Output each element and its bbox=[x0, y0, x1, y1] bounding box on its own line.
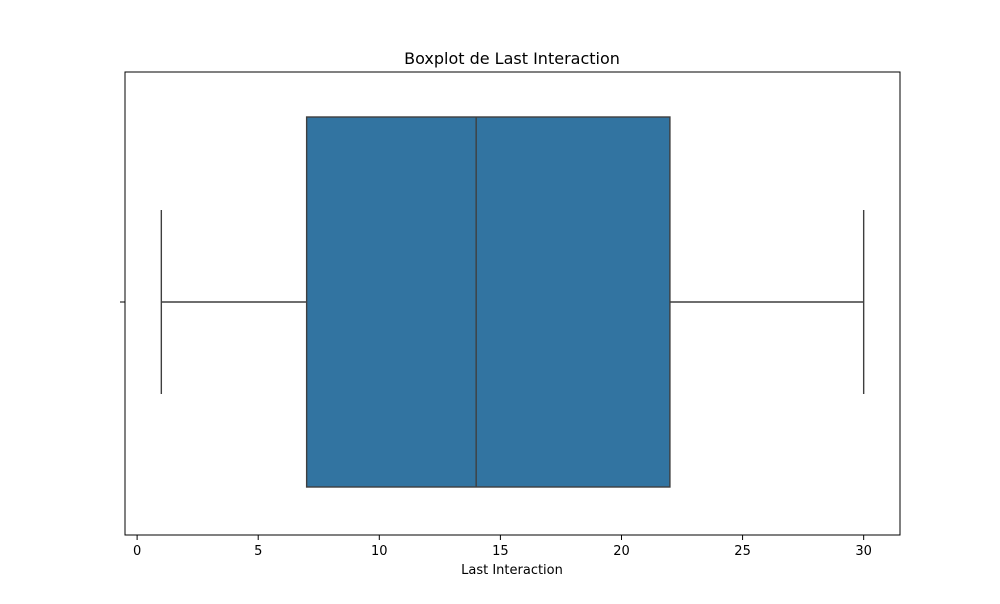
x-tick-label: 0 bbox=[133, 544, 141, 559]
x-axis: 0 5 10 15 20 25 30 bbox=[133, 535, 872, 559]
chart-title: Boxplot de Last Interaction bbox=[404, 49, 620, 68]
iqr-box bbox=[305, 116, 671, 488]
x-tick-label: 5 bbox=[254, 544, 262, 559]
plot-area-group bbox=[160, 116, 865, 488]
axes-frame bbox=[124, 71, 901, 536]
x-tick-label: 10 bbox=[371, 544, 388, 559]
x-tick-label: 30 bbox=[855, 544, 872, 559]
x-tick-label: 20 bbox=[613, 544, 630, 559]
x-tick-label: 15 bbox=[492, 544, 509, 559]
x-axis-label: Last Interaction bbox=[461, 563, 563, 578]
x-tick-label: 25 bbox=[734, 544, 751, 559]
